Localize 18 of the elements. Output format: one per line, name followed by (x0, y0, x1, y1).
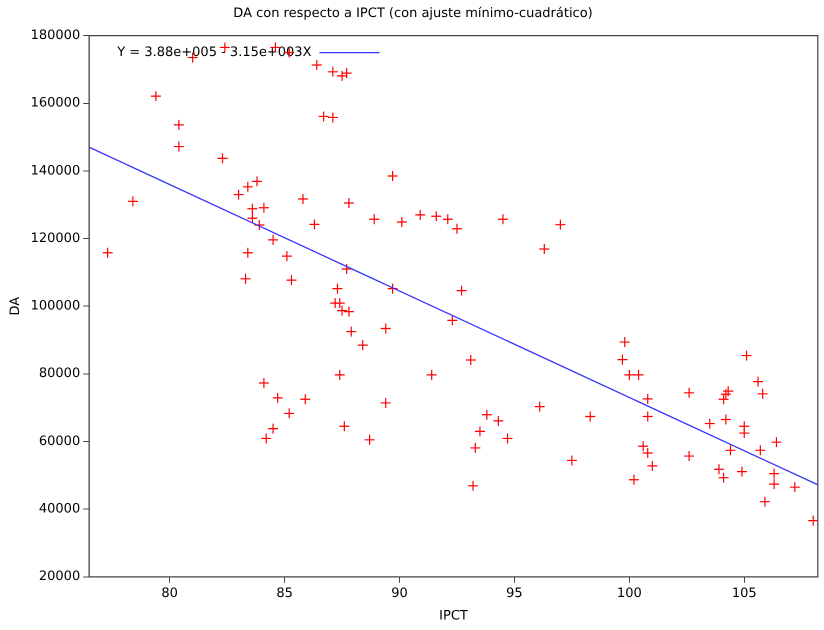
y-tick-label: 100000 (30, 298, 80, 314)
y-tick-label: 80000 (38, 366, 80, 382)
x-tick-label: 85 (276, 586, 293, 601)
y-tick-label: 120000 (30, 230, 80, 246)
y-tick-label: 40000 (38, 502, 80, 517)
y-tick-label: 180000 (30, 28, 80, 43)
y-tick-label: 20000 (38, 569, 80, 584)
x-tick-label: 105 (732, 586, 757, 601)
y-tick-label: 140000 (30, 163, 80, 178)
x-tick-label: 95 (506, 586, 523, 601)
y-tick-label: 60000 (38, 434, 80, 449)
x-tick-label: 100 (616, 586, 642, 601)
y-tick-label: 160000 (30, 96, 80, 111)
chart-title: DA con respecto a IPCT (con ajuste mínimo-cuadrático) (233, 6, 593, 22)
x-tick-label: 90 (391, 586, 408, 601)
y-axis-title: DA (8, 296, 24, 316)
x-axis-title: IPCT (439, 608, 468, 624)
x-tick-label: 80 (161, 586, 178, 601)
